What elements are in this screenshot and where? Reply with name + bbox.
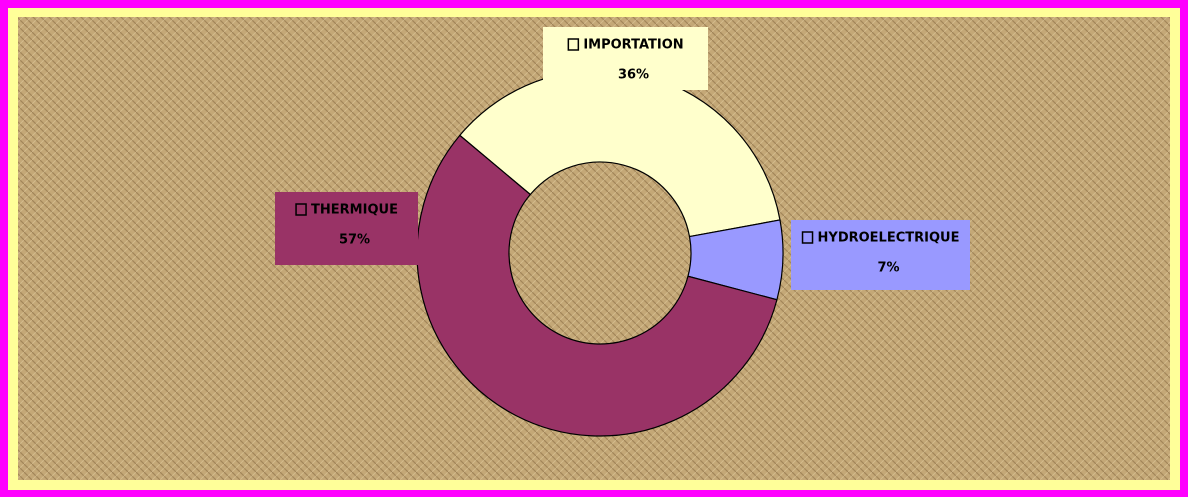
value-label: 7% [877, 261, 899, 276]
category-label: THERMIQUE [311, 203, 398, 218]
label-box [791, 220, 970, 290]
donut-segment [416, 134, 778, 437]
legend-key [801, 231, 814, 244]
value-label: 36% [618, 68, 649, 83]
label-box [543, 27, 708, 90]
legend-key [567, 38, 580, 51]
value-label: 57% [339, 233, 370, 248]
legend-key [295, 203, 307, 216]
category-label: HYDROELECTRIQUE [818, 231, 960, 246]
category-label: IMPORTATION [583, 38, 683, 53]
